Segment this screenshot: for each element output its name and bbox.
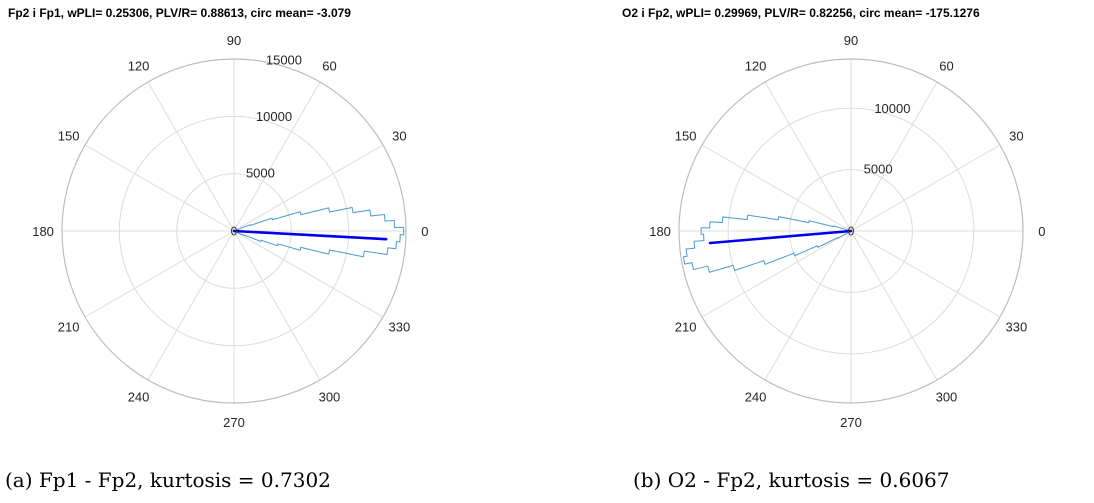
grid-ring xyxy=(727,107,975,355)
grid-spoke xyxy=(147,230,235,381)
radial-tick-label: 5000 xyxy=(246,166,275,181)
angle-tick-label: 150 xyxy=(58,129,80,144)
outer-ring xyxy=(61,58,407,404)
grid-ring xyxy=(176,173,292,289)
histogram-outline xyxy=(232,206,405,258)
origin-marker xyxy=(848,226,854,236)
angle-tick-label: 120 xyxy=(128,59,150,74)
grid-ring xyxy=(118,115,350,347)
subfigure-caption: (b) O2 - Fp2, kurtosis = 0.6067 xyxy=(633,468,950,492)
grid-spoke xyxy=(701,230,852,318)
angle-tick-label: 240 xyxy=(745,389,767,404)
polar-grid xyxy=(61,58,407,404)
angle-tick-label: 210 xyxy=(675,319,697,334)
histogram-outline xyxy=(682,214,853,273)
grid-ring xyxy=(789,169,913,293)
grid-spoke xyxy=(84,230,235,318)
angle-tick-label: 330 xyxy=(1005,319,1027,334)
grid-spoke xyxy=(233,230,321,381)
grid-spoke xyxy=(850,81,938,232)
grid-spoke xyxy=(701,144,852,232)
angle-tick-label: 30 xyxy=(1009,129,1023,144)
angle-tick-label: 90 xyxy=(844,33,858,48)
origin-marker xyxy=(231,226,237,236)
angle-tick-label: 180 xyxy=(649,224,671,239)
grid-spoke xyxy=(147,81,235,232)
angle-tick-label: 240 xyxy=(128,389,150,404)
grid-spoke xyxy=(850,230,938,381)
polar-panel-a: Fp2 i Fp1, wPLI= 0.25306, PLV/R= 0.88613… xyxy=(5,6,429,492)
radial-tick-label: 10000 xyxy=(874,101,910,116)
plot-title: Fp2 i Fp1, wPLI= 0.25306, PLV/R= 0.88613… xyxy=(8,6,351,20)
angle-tick-label: 60 xyxy=(939,59,953,74)
radial-tick-label: 15000 xyxy=(266,53,302,68)
angle-tick-label: 300 xyxy=(319,389,341,404)
polar-grid xyxy=(678,58,1024,404)
angle-tick-label: 270 xyxy=(840,415,862,430)
grid-spoke xyxy=(764,230,852,381)
grid-spoke xyxy=(850,144,1001,232)
grid-spoke xyxy=(764,81,852,232)
outer-ring xyxy=(678,58,1024,404)
angle-tick-label: 0 xyxy=(1038,224,1045,239)
angle-tick-label: 120 xyxy=(745,59,767,74)
angle-tick-label: 90 xyxy=(227,33,241,48)
angle-tick-label: 60 xyxy=(322,59,336,74)
mean-vector xyxy=(708,229,853,245)
angle-tick-label: 150 xyxy=(675,129,697,144)
angle-tick-label: 300 xyxy=(936,389,958,404)
plot-title: O2 i Fp2, wPLI= 0.29969, PLV/R= 0.82256,… xyxy=(622,6,980,20)
radial-tick-label: 5000 xyxy=(864,162,893,177)
angle-tick-label: 330 xyxy=(388,319,410,334)
grid-spoke xyxy=(233,230,384,318)
histogram-series xyxy=(231,206,405,258)
grid-spoke xyxy=(233,144,384,232)
angle-tick-label: 270 xyxy=(223,415,245,430)
angle-tick-label: 210 xyxy=(58,319,80,334)
grid-spoke xyxy=(850,230,1001,318)
subfigure-caption: (a) Fp1 - Fp2, kurtosis = 0.7302 xyxy=(5,468,331,492)
grid-spoke xyxy=(84,144,235,232)
polar-panel-b: O2 i Fp2, wPLI= 0.29969, PLV/R= 0.82256,… xyxy=(622,6,1046,492)
histogram-series xyxy=(682,214,854,273)
angle-tick-label: 0 xyxy=(421,224,428,239)
mean-vector xyxy=(232,229,388,241)
radial-tick-label: 10000 xyxy=(256,109,292,124)
angle-tick-label: 180 xyxy=(32,224,54,239)
tick-labels: 0 30 60 90 120 150 180 210 240 270 300 330 5000 10000… xyxy=(32,33,428,430)
grid-spoke xyxy=(233,81,321,232)
tick-labels: 0 30 60 90 120 150 180 210 240 270 300 330 5000 10000 xyxy=(649,33,1045,430)
angle-tick-label: 30 xyxy=(392,129,406,144)
